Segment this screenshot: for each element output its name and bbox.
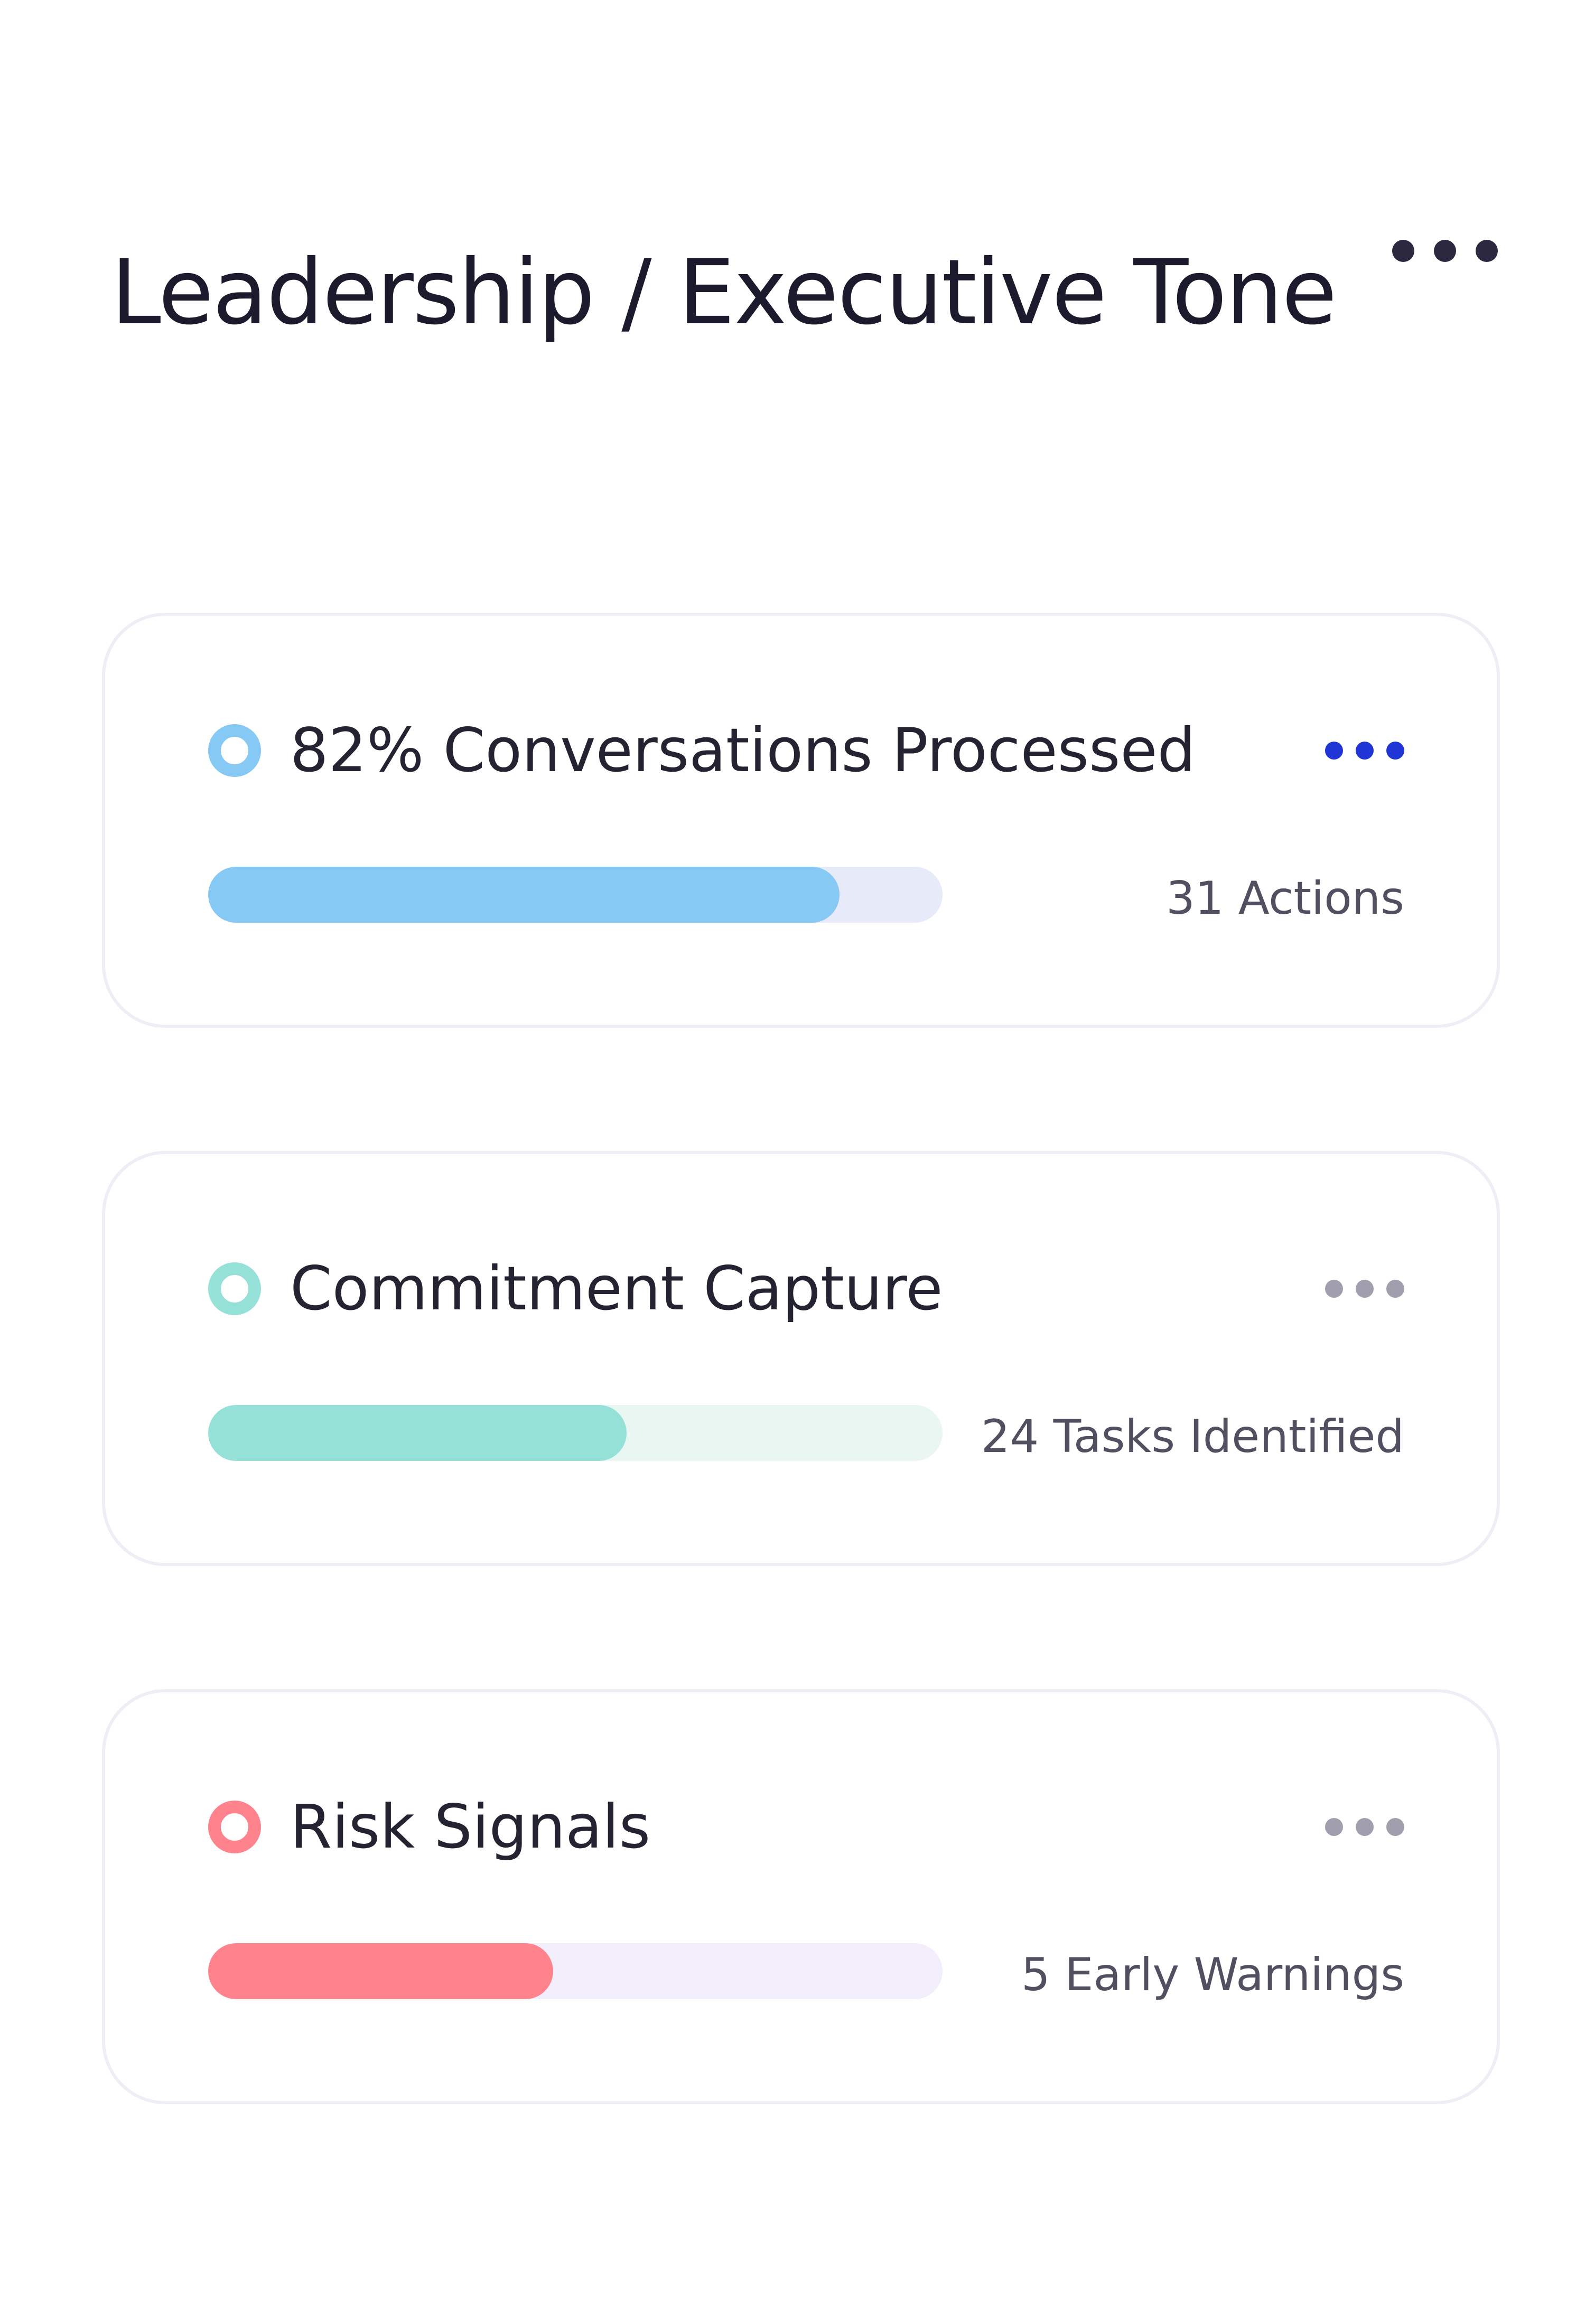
card-more-menu-icon[interactable] xyxy=(1325,1816,1404,1838)
page-title: Leadership / Executive Tone xyxy=(111,240,1337,345)
menu-dot xyxy=(1434,240,1456,262)
card-more-menu-icon[interactable] xyxy=(1325,740,1404,761)
menu-dot xyxy=(1386,1818,1404,1836)
metric-card-conversations[interactable]: 82% Conversations Processed 31 Actions xyxy=(102,613,1500,1028)
menu-dot xyxy=(1386,742,1404,760)
metric-card-commitment[interactable]: Commitment Capture 24 Tasks Identified xyxy=(102,1151,1500,1566)
menu-dot xyxy=(1476,240,1498,262)
metric-card-risk[interactable]: Risk Signals 5 Early Warnings xyxy=(102,1689,1500,2104)
progress-fill xyxy=(208,1943,554,1999)
menu-dot xyxy=(1325,742,1343,760)
progress-fill xyxy=(208,867,840,923)
progress-bar xyxy=(208,1405,943,1461)
status-ring-icon xyxy=(208,724,261,777)
progress-fill xyxy=(208,1405,627,1461)
menu-dot xyxy=(1392,240,1414,262)
card-metric: 31 Actions xyxy=(1166,872,1404,925)
card-title: Commitment Capture xyxy=(290,1253,943,1324)
card-title: Risk Signals xyxy=(290,1792,651,1862)
menu-dot xyxy=(1356,1818,1374,1836)
status-ring-icon xyxy=(208,1801,261,1853)
progress-bar xyxy=(208,1943,943,1999)
menu-dot xyxy=(1325,1280,1343,1298)
progress-bar xyxy=(208,867,943,923)
menu-dot xyxy=(1356,742,1374,760)
menu-dot xyxy=(1325,1818,1343,1836)
header-more-menu-icon[interactable] xyxy=(1392,232,1498,269)
card-title: 82% Conversations Processed xyxy=(290,715,1196,785)
card-more-menu-icon[interactable] xyxy=(1325,1278,1404,1299)
card-metric: 5 Early Warnings xyxy=(1021,1948,1404,2001)
menu-dot xyxy=(1386,1280,1404,1298)
card-metric: 24 Tasks Identified xyxy=(981,1410,1404,1463)
menu-dot xyxy=(1356,1280,1374,1298)
status-ring-icon xyxy=(208,1262,261,1315)
